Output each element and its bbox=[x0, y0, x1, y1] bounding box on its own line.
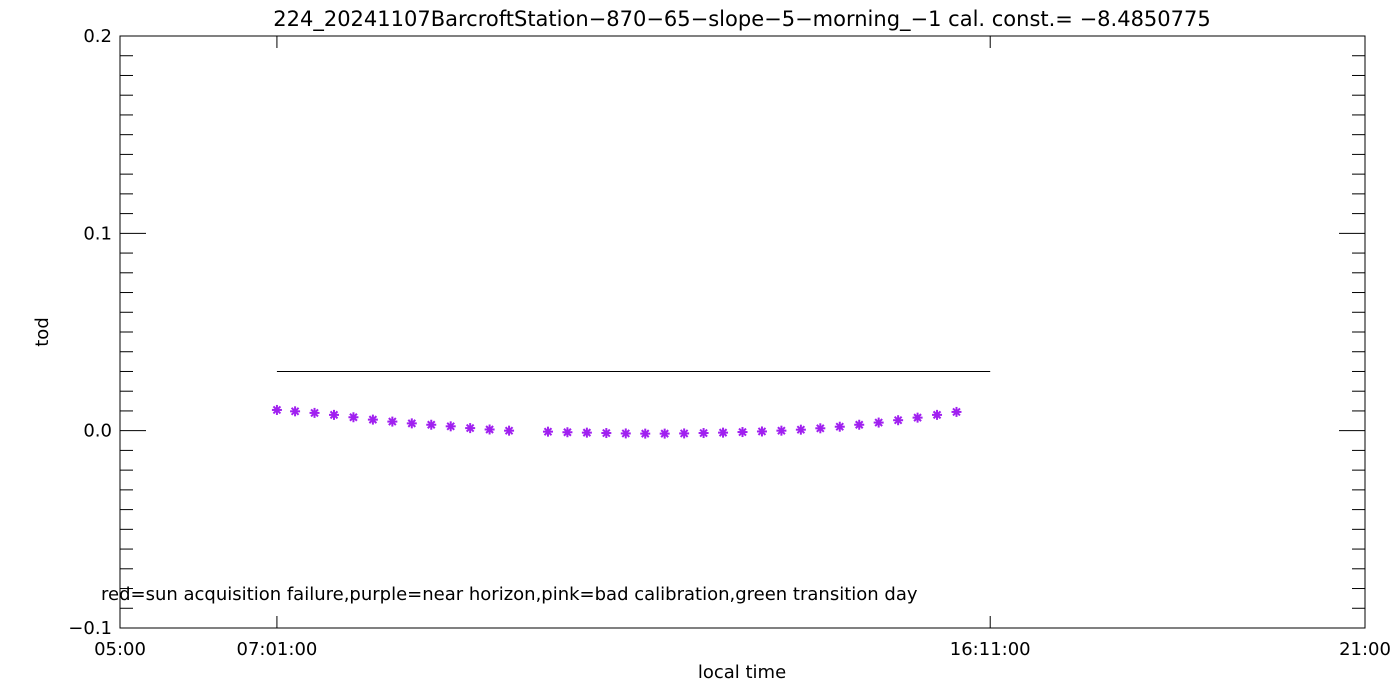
data-point-stroke bbox=[290, 407, 300, 416]
data-point-stroke bbox=[835, 422, 844, 431]
data-point bbox=[951, 406, 962, 417]
data-point bbox=[854, 419, 865, 430]
data-point bbox=[659, 428, 670, 439]
data-point-stroke bbox=[465, 423, 475, 433]
data-point bbox=[737, 427, 748, 438]
data-point-stroke bbox=[796, 425, 806, 434]
data-points bbox=[271, 404, 962, 439]
data-point-stroke bbox=[310, 408, 319, 418]
data-point bbox=[367, 414, 378, 425]
x-tick-label: 16:11:00 bbox=[950, 639, 1031, 660]
data-point-stroke bbox=[913, 413, 922, 422]
data-point bbox=[795, 424, 806, 435]
data-point-stroke bbox=[427, 420, 436, 429]
data-point-stroke bbox=[272, 405, 282, 415]
data-point bbox=[271, 404, 282, 415]
data-point bbox=[406, 418, 417, 429]
data-point-stroke bbox=[679, 429, 689, 438]
data-point bbox=[601, 428, 612, 439]
data-point-stroke bbox=[816, 424, 825, 433]
data-point-stroke bbox=[932, 410, 942, 420]
data-point bbox=[328, 409, 339, 420]
data-point-stroke bbox=[543, 427, 553, 436]
data-point-stroke bbox=[485, 425, 494, 434]
data-point bbox=[426, 419, 437, 430]
x-tick-label: 21:00 bbox=[1339, 639, 1391, 660]
data-point-stroke bbox=[446, 422, 455, 431]
data-point-stroke bbox=[504, 426, 514, 435]
data-point-stroke bbox=[602, 428, 611, 438]
y-tick-label: −0.1 bbox=[68, 618, 112, 639]
data-point bbox=[348, 412, 359, 423]
y-tick-label: 0.0 bbox=[83, 421, 112, 442]
data-point-stroke bbox=[757, 427, 767, 436]
data-point bbox=[893, 415, 904, 426]
data-point-stroke bbox=[563, 428, 572, 437]
data-point-stroke bbox=[952, 407, 961, 417]
x-axis-label: local time bbox=[698, 662, 786, 683]
data-point-stroke bbox=[582, 428, 592, 437]
annotation-text: red=sun acquisition failure,purple=near … bbox=[101, 584, 918, 605]
data-point-stroke bbox=[874, 418, 883, 427]
data-point bbox=[698, 428, 709, 439]
data-point-stroke bbox=[855, 420, 864, 429]
data-point bbox=[640, 428, 651, 439]
data-point-stroke bbox=[368, 415, 378, 424]
data-point bbox=[834, 421, 845, 432]
data-point-stroke bbox=[329, 410, 339, 420]
data-point bbox=[718, 427, 729, 438]
data-point-stroke bbox=[738, 427, 747, 437]
data-point bbox=[387, 416, 398, 427]
data-point bbox=[562, 427, 573, 438]
data-point bbox=[620, 428, 631, 439]
data-point-stroke bbox=[407, 419, 417, 428]
data-point bbox=[912, 412, 923, 423]
data-point bbox=[932, 409, 943, 420]
data-point bbox=[873, 417, 884, 428]
data-point bbox=[504, 425, 515, 436]
x-tick-label: 05:00 bbox=[94, 639, 146, 660]
chart-title: 224_20241107BarcroftStation−870−65−slope… bbox=[273, 7, 1210, 32]
tick-marks bbox=[119, 35, 1366, 629]
data-point bbox=[756, 426, 767, 437]
data-point-stroke bbox=[718, 428, 728, 437]
data-point-stroke bbox=[349, 413, 358, 422]
y-axis-label: tod bbox=[32, 317, 53, 347]
data-point bbox=[290, 406, 301, 417]
data-point-stroke bbox=[777, 426, 786, 435]
data-point bbox=[679, 428, 690, 439]
data-point-stroke bbox=[388, 417, 397, 426]
data-point bbox=[581, 427, 592, 438]
y-tick-label: 0.2 bbox=[83, 26, 112, 47]
data-point bbox=[542, 426, 553, 437]
data-point bbox=[465, 423, 476, 434]
x-tick-label: 07:01:00 bbox=[237, 639, 318, 660]
data-point bbox=[484, 424, 495, 435]
data-point-stroke bbox=[893, 416, 903, 425]
data-point bbox=[445, 421, 456, 432]
tick-labels: −0.1 0.0 0.1 0.2 05:00 07:01:00 16:11:00 21:00 bbox=[68, 26, 1391, 660]
data-point-stroke bbox=[699, 428, 708, 438]
data-point-stroke bbox=[660, 429, 669, 438]
data-point bbox=[815, 423, 826, 434]
data-point bbox=[776, 425, 787, 436]
data-point-stroke bbox=[641, 429, 650, 438]
y-tick-label: 0.1 bbox=[83, 223, 112, 244]
data-point-stroke bbox=[621, 429, 630, 438]
data-point bbox=[309, 407, 320, 418]
plot-frame bbox=[119, 35, 1366, 629]
